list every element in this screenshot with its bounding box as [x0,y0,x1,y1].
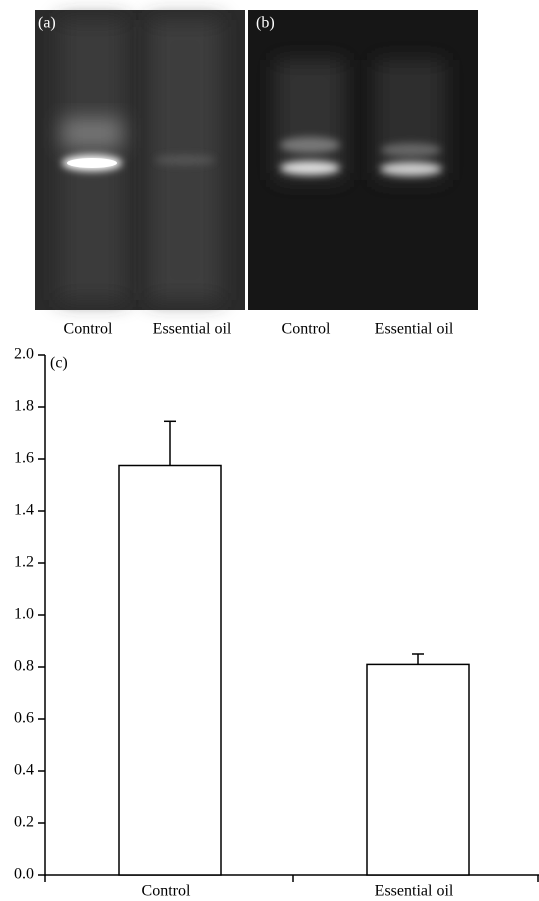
bar [119,466,221,876]
lane-label: Control [282,321,331,338]
lane-label: Control [64,321,113,338]
bar [367,664,469,875]
gel-b: (b) [248,10,478,310]
panel-label: (b) [256,15,275,32]
y-tick-label: 0.8 [14,658,34,675]
x-tick-label: Essential oil [375,883,454,900]
gel-a: (a) [35,10,245,310]
lane-label: Essential oil [375,321,454,338]
y-tick-label: 1.6 [14,450,34,467]
lane-label: Essential oil [153,321,232,338]
x-tick-label: Control [142,883,191,900]
figure: (a) (b) Control Essential oil Control Es… [0,0,539,901]
y-tick-label: 0.2 [14,814,34,831]
panel-label: (a) [38,15,56,32]
panel-label: (c) [50,355,68,372]
y-tick-label: 0.4 [14,762,34,779]
y-tick-label: 0.0 [14,866,34,883]
y-tick-label: 0.6 [14,710,34,727]
y-tick-label: 1.0 [14,606,34,623]
y-tick-label: 1.2 [14,554,34,571]
y-tick-label: 1.8 [14,398,34,415]
y-tick-label: 1.4 [14,502,34,519]
y-tick-label: 2.0 [14,346,34,363]
